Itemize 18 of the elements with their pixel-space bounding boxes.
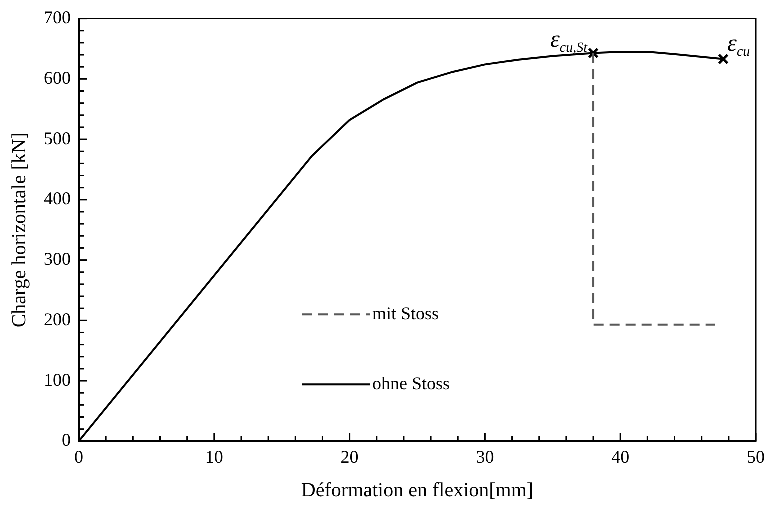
x-axis-title: Déformation en flexion[mm] bbox=[301, 479, 534, 502]
y-axis-title: Charge horizontale [kN] bbox=[8, 132, 30, 328]
y-tick-label: 200 bbox=[44, 309, 71, 330]
y-tick-label: 100 bbox=[44, 370, 71, 390]
legend-label: mit Stoss bbox=[372, 303, 440, 324]
x-tick-label: 50 bbox=[747, 446, 765, 467]
y-tick-label: 600 bbox=[44, 68, 71, 88]
y-tick-label: 300 bbox=[44, 249, 71, 270]
x-tick-label: 40 bbox=[612, 446, 630, 467]
x-tick-label: 30 bbox=[476, 446, 494, 467]
x-tick-label: 20 bbox=[340, 446, 359, 467]
x-tick-label: 10 bbox=[205, 446, 224, 467]
legend-label: ohne Stoss bbox=[372, 373, 450, 394]
y-tick-label: 500 bbox=[44, 128, 71, 148]
y-tick-label: 700 bbox=[44, 8, 71, 28]
y-tick-label: 400 bbox=[44, 188, 71, 209]
y-tick-label: 0 bbox=[62, 430, 71, 450]
x-tick-label: 0 bbox=[74, 446, 84, 467]
